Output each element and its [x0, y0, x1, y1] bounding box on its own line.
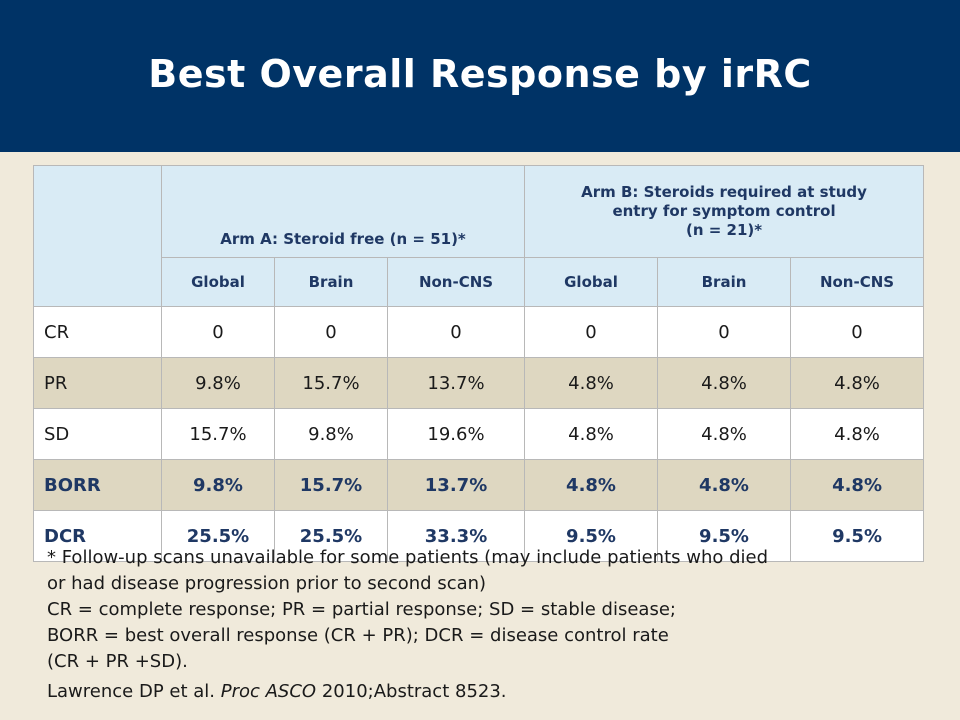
arm-b-header: Arm B: Steroids required at study entry … — [524, 165, 925, 258]
column-header-arm-b-non-cns: Non-CNS — [790, 257, 925, 307]
table-cell: 4.8% — [790, 459, 925, 511]
footnote-line: BORR = best overall response (CR + PR); … — [47, 625, 669, 646]
arm-b-header-line: (n = 21)* — [685, 221, 763, 239]
table-cell: 4.8% — [524, 408, 659, 460]
results-table: Arm A: Steroid free (n = 51)* Arm B: Ste… — [33, 165, 925, 562]
footnote-line: * Follow-up scans unavailable for some p… — [47, 547, 769, 568]
footnote-line: CR = complete response; PR = partial res… — [47, 599, 676, 620]
table-cell: 9.5% — [790, 510, 925, 562]
table-cell: 15.7% — [274, 357, 388, 409]
row-label: DCR — [33, 510, 162, 562]
arm-a-header: Arm A: Steroid free (n = 51)* — [160, 165, 526, 258]
column-header-arm-a-brain: Brain — [274, 257, 388, 307]
row-label: BORR — [33, 459, 162, 511]
footnote-line: (CR + PR +SD). — [47, 651, 188, 672]
table-row-sd: SD 15.7% 9.8% 19.6% 4.8% 4.8% 4.8% — [33, 408, 925, 460]
column-header-arm-a-non-cns: Non-CNS — [386, 257, 526, 307]
table-cell: 0 — [657, 306, 792, 358]
table-cell: 4.8% — [790, 408, 925, 460]
table-cell: 4.8% — [657, 408, 792, 460]
row-label: PR — [33, 357, 162, 409]
table-cell: 0 — [161, 306, 275, 358]
table-cell: 13.7% — [386, 459, 526, 511]
column-header-arm-b-global: Global — [524, 257, 659, 307]
table-cell: 4.8% — [524, 459, 659, 511]
table-cell: 25.5% — [274, 510, 388, 562]
citation-journal: Proc ASCO — [220, 681, 317, 702]
table-header-row: Arm A: Steroid free (n = 51)* Arm B: Ste… — [33, 165, 925, 307]
footnote-line: or had disease progression prior to seco… — [47, 573, 487, 594]
table-cell: 0 — [274, 306, 388, 358]
citation: Lawrence DP et al. Proc ASCO 2010;Abstra… — [47, 681, 507, 702]
table-cell: 0 — [524, 306, 659, 358]
table-cell: 9.8% — [161, 357, 275, 409]
table-cell: 13.7% — [386, 357, 526, 409]
table-corner-cell — [33, 165, 162, 307]
table-cell: 0 — [386, 306, 526, 358]
table-cell: 33.3% — [386, 510, 526, 562]
table-cell: 15.7% — [274, 459, 388, 511]
table-row-borr: BORR 9.8% 15.7% 13.7% 4.8% 4.8% 4.8% — [33, 459, 925, 511]
table-row-pr: PR 9.8% 15.7% 13.7% 4.8% 4.8% 4.8% — [33, 357, 925, 409]
row-label: CR — [33, 306, 162, 358]
footnote: * Follow-up scans unavailable for some p… — [47, 545, 927, 675]
table-cell: 4.8% — [524, 357, 659, 409]
arm-b-header-line: Arm B: Steroids required at study — [581, 183, 867, 201]
column-header-arm-b-brain: Brain — [657, 257, 792, 307]
table-cell: 9.5% — [657, 510, 792, 562]
citation-authors: Lawrence DP et al. — [47, 681, 221, 702]
table-cell: 9.8% — [274, 408, 388, 460]
row-label: SD — [33, 408, 162, 460]
table-subheader-row: Global Brain Non-CNS Global Brain Non-CN… — [34, 257, 925, 307]
table-cell: 9.8% — [161, 459, 275, 511]
table-cell: 4.8% — [657, 459, 792, 511]
table-row-cr: CR 0 0 0 0 0 0 — [33, 306, 925, 358]
page-title: Best Overall Response by irRC — [148, 52, 812, 96]
table-row-dcr: DCR 25.5% 25.5% 33.3% 9.5% 9.5% 9.5% — [33, 510, 925, 562]
title-banner: Best Overall Response by irRC — [0, 0, 960, 152]
arm-b-header-line: entry for symptom control — [612, 202, 836, 220]
column-header-arm-a-global: Global — [161, 257, 275, 307]
table-cell: 9.5% — [524, 510, 659, 562]
table-cell: 19.6% — [386, 408, 526, 460]
citation-details: 2010;Abstract 8523. — [316, 681, 507, 702]
table-cell: 4.8% — [790, 357, 925, 409]
table-cell: 0 — [790, 306, 925, 358]
table-cell: 15.7% — [161, 408, 275, 460]
table-cell: 4.8% — [657, 357, 792, 409]
